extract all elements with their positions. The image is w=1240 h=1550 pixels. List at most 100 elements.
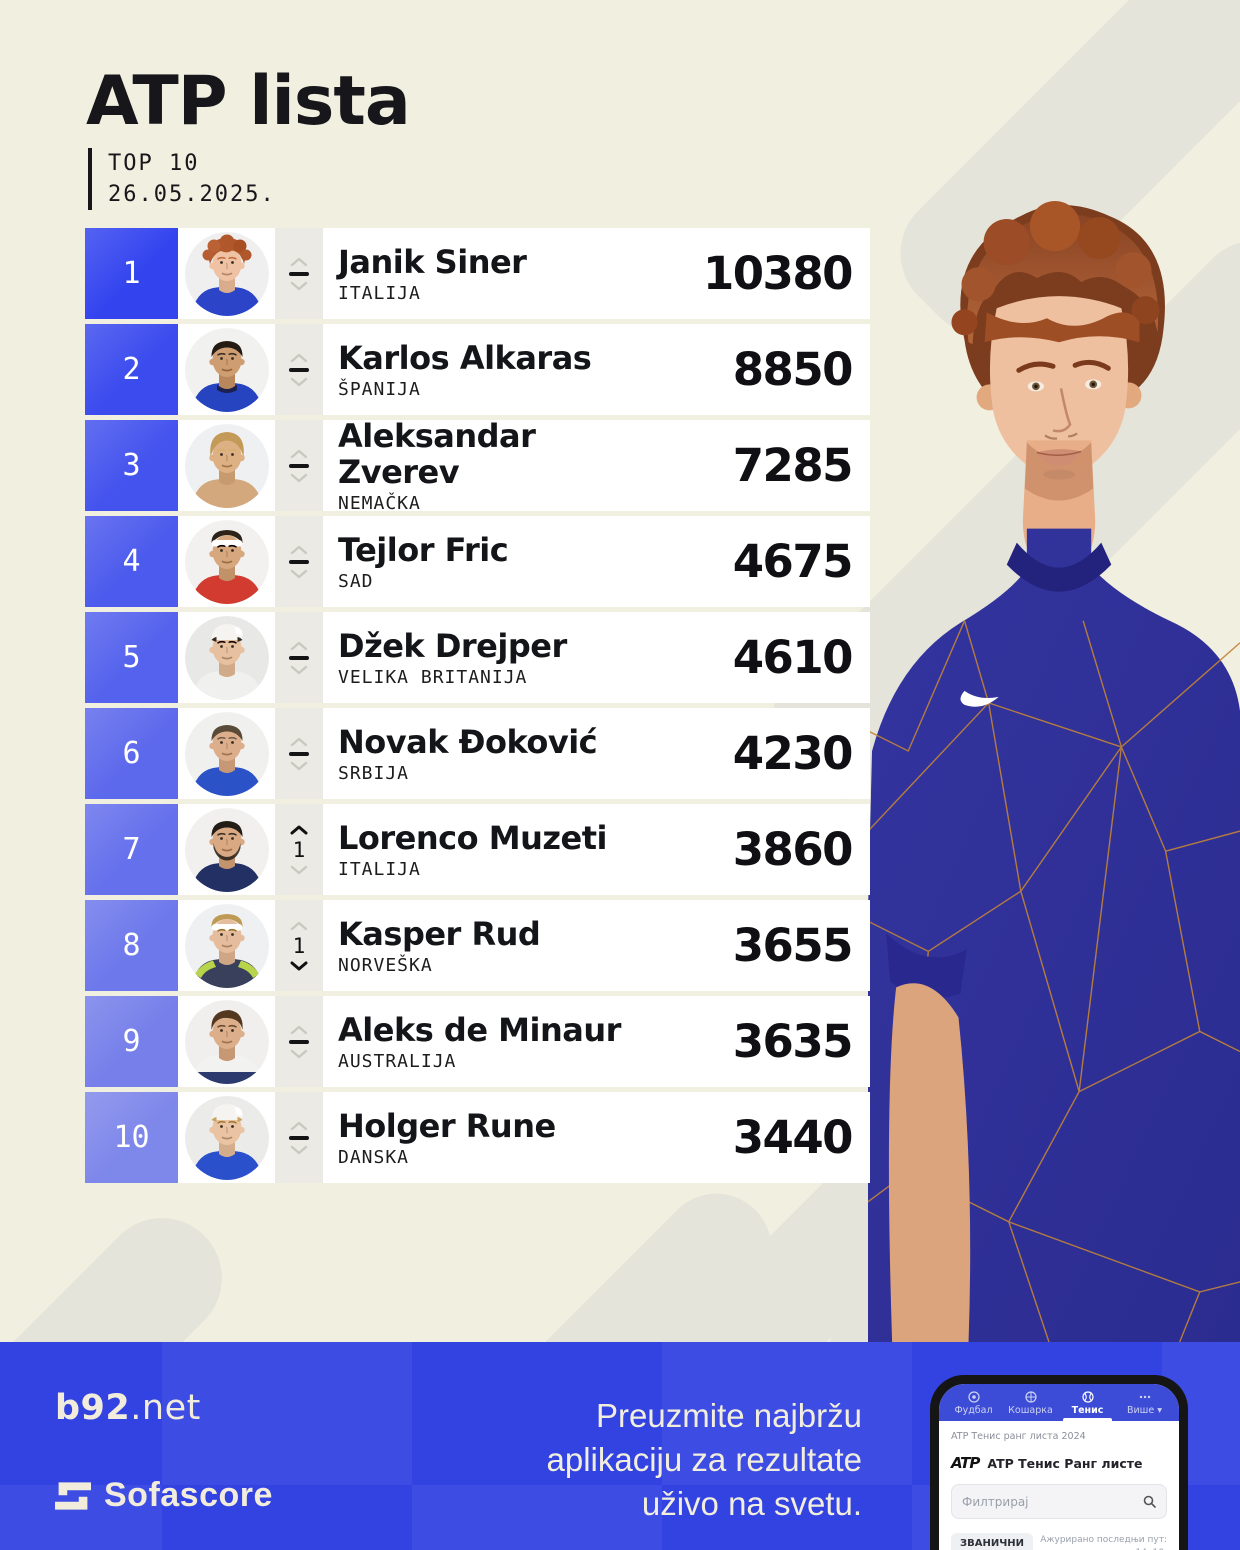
footer: b92.net Sofascore Preuzmite najbržu apli… (0, 1342, 1240, 1550)
movement-value (289, 367, 309, 372)
rank-number: 3 (122, 448, 141, 483)
movement-indicator (275, 324, 323, 415)
tennis-icon (1081, 1391, 1094, 1403)
search-placeholder: Филтрирај (962, 1494, 1029, 1509)
player-name: Aleksandar Zverev (338, 416, 536, 491)
avatar (178, 804, 275, 895)
footer-checker (412, 1485, 662, 1550)
phone-updated-text: Ажурирано последњи пут: 14. 10. 24. 08:0… (1033, 1534, 1167, 1550)
player-info: Novak Đoković SRBIJA (323, 708, 637, 799)
footer-tagline: Preuzmite najbržu aplikaciju za rezultat… (547, 1394, 863, 1526)
basketball-icon (1024, 1391, 1037, 1403)
b92-logo: b92.net (55, 1388, 273, 1428)
avatar (178, 1092, 275, 1183)
chevron-down-icon (290, 281, 308, 290)
avatar (178, 420, 275, 511)
rank-cell: 10 (85, 1092, 178, 1183)
table-row: 6 Novak Đoković SRBIJA 4230 (85, 708, 870, 799)
phone-tab-3[interactable]: Тенис (1059, 1391, 1116, 1421)
chevron-up-icon (290, 257, 308, 266)
subtitle-accent-bar (88, 148, 92, 210)
table-row: 7 1 Lorenco Muzeti ITALIJA 3860 (85, 804, 870, 895)
rank-number: 8 (122, 928, 141, 963)
player-info: Lorenco Muzeti ITALIJA (323, 804, 637, 895)
movement-indicator (275, 420, 323, 511)
player-points: 3655 (732, 919, 854, 972)
chevron-up-icon (290, 1025, 308, 1034)
search-input[interactable]: Филтрирај (951, 1484, 1167, 1519)
chevron-down-icon (290, 865, 308, 874)
rank-cell: 2 (85, 324, 178, 415)
table-row: 2 Karlos Alkaras ŠPANIJA 8850 (85, 324, 870, 415)
rank-number: 10 (113, 1120, 150, 1155)
player-country: DANSKA (338, 1146, 410, 1168)
player-points: 3635 (732, 1015, 854, 1068)
movement-value (289, 271, 309, 276)
rank-cell: 9 (85, 996, 178, 1087)
phone-tab-1[interactable]: Фудбал (945, 1391, 1002, 1421)
rank-cell: 5 (85, 612, 178, 703)
player-points: 3860 (732, 823, 854, 876)
phone-tab-label: Фудбал (954, 1405, 993, 1416)
chevron-up-icon (290, 921, 308, 930)
rank-cell: 1 (85, 228, 178, 319)
player-name: Lorenco Muzeti (338, 818, 607, 857)
table-row: 9 Aleks de Minaur AUSTRALIJA 3635 (85, 996, 870, 1087)
phone-tab-bar: Фудбал Кошарка Тенис Више ▾ (939, 1384, 1179, 1421)
player-info: Tejlor Fric SAD (323, 516, 637, 607)
player-country: ITALIJA (338, 282, 421, 304)
phone-tab-4[interactable]: Више ▾ (1116, 1391, 1173, 1421)
player-name: Džek Drejper (338, 626, 567, 665)
movement-indicator: 1 (275, 804, 323, 895)
phone-mockup: Фудбал Кошарка Тенис Више ▾ ATP Тенис ранг … (930, 1375, 1188, 1550)
movement-value (289, 1135, 309, 1140)
player-name: Kasper Rud (338, 914, 541, 953)
football-icon (967, 1391, 980, 1403)
player-country: ŠPANIJA (338, 378, 421, 400)
player-info: Aleksandar Zverev NEMAČKA (323, 416, 637, 514)
rank-number: 1 (122, 256, 141, 291)
player-info: Janik Siner ITALIJA (323, 228, 637, 319)
player-country: NEMAČKA (338, 492, 421, 514)
movement-value: 1 (292, 933, 306, 958)
footer-checker (162, 1342, 412, 1485)
movement-value (289, 559, 309, 564)
player-name: Karlos Alkaras (338, 338, 592, 377)
player-points: 8850 (732, 343, 854, 396)
phone-tab-label: Тенис (1071, 1405, 1104, 1416)
chevron-down-icon (290, 665, 308, 674)
movement-indicator (275, 516, 323, 607)
table-row: 10 Holger Rune DANSKA 3440 (85, 1092, 870, 1183)
chip-official[interactable]: ЗВАНИЧНИ (951, 1533, 1034, 1550)
movement-value (289, 463, 309, 468)
avatar (178, 996, 275, 1087)
player-name: Tejlor Fric (338, 530, 509, 569)
player-country: AUSTRALIJA (338, 1050, 457, 1072)
movement-value (289, 1039, 309, 1044)
top-label: TOP 10 (108, 151, 200, 176)
avatar (178, 324, 275, 415)
avatar (178, 228, 275, 319)
chevron-up-icon (290, 1121, 308, 1130)
rank-cell: 6 (85, 708, 178, 799)
chevron-down-icon (290, 1145, 308, 1154)
chevron-down-icon (290, 961, 308, 970)
avatar (178, 900, 275, 991)
phone-tab-2[interactable]: Кошарка (1002, 1391, 1059, 1421)
phone-chips: ЗВАНИЧНИ УЖИВО (951, 1531, 1034, 1550)
footer-checker (662, 1342, 912, 1485)
player-name: Aleks de Minaur (338, 1010, 621, 1049)
rank-number: 2 (122, 352, 141, 387)
footer-checker (0, 1485, 162, 1550)
player-country: ITALIJA (338, 858, 421, 880)
player-points: 4610 (732, 631, 854, 684)
chevron-up-icon (290, 641, 308, 650)
rank-number: 7 (122, 832, 141, 867)
rank-number: 5 (122, 640, 141, 675)
rank-cell: 7 (85, 804, 178, 895)
phone-filter-row: ЗВАНИЧНИ УЖИВО Ажурирано последњи пут: 1… (939, 1519, 1179, 1550)
ranking-table: 1 Janik Siner ITALIJA 10380 2 Karl (85, 228, 870, 1183)
player-country: NORVEŠKA (338, 954, 433, 976)
movement-indicator (275, 612, 323, 703)
